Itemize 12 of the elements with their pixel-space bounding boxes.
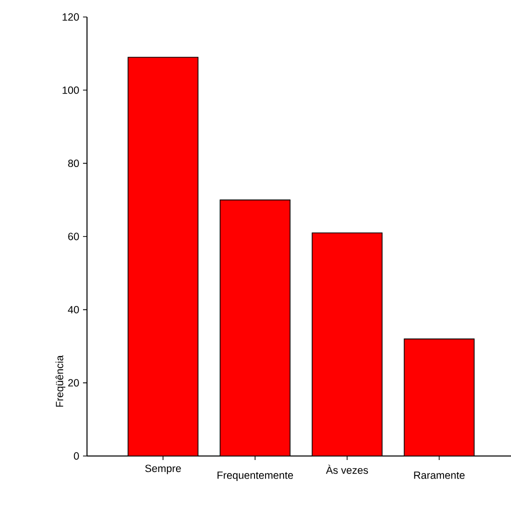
y-tick-label: 120 [62, 13, 79, 21]
x-tick-label: Raramente [414, 472, 465, 479]
x-tick-label: Às vezes [326, 464, 368, 474]
y-tick-label: 20 [68, 379, 79, 387]
y-tick-label: 80 [68, 160, 79, 168]
y-axis-title: Freqüência [56, 355, 66, 407]
y-tick-label: 60 [68, 232, 79, 240]
x-tick-label: Frequentemente [218, 472, 293, 481]
x-tick-label: Sempre [145, 464, 181, 474]
y-tick-label: 40 [68, 306, 79, 314]
y-tick-label: 0 [74, 452, 79, 460]
y-tick-label: 100 [62, 86, 79, 94]
